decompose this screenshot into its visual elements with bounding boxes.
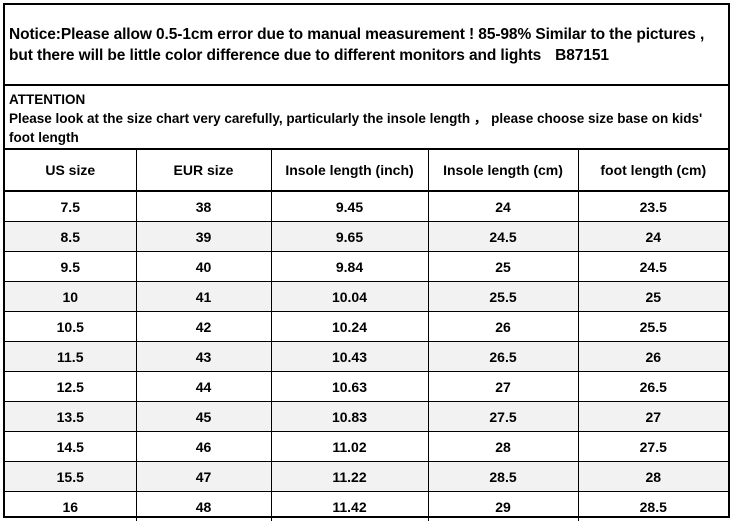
eur-size-cell: 46 — [135, 431, 272, 462]
insole-cm-cell: 28 — [427, 431, 579, 462]
table-row: 14.5 46 11.02 28 27.5 — [5, 431, 728, 462]
table-row: 11.5 43 10.43 26.5 26 — [5, 341, 728, 372]
insole-inch-cell: 9.45 — [270, 190, 429, 222]
insole-inch-cell: 10.24 — [270, 311, 429, 342]
insole-inch-cell: 9.65 — [270, 221, 429, 252]
us-size-cell: 16 — [5, 491, 137, 521]
notice-box: Notice:Please allow 0.5-1cm error due to… — [5, 5, 728, 86]
insole-cm-cell: 24.5 — [427, 221, 579, 252]
header-us-size: US size — [5, 150, 137, 192]
eur-size-cell: 39 — [135, 221, 272, 252]
eur-size-cell: 38 — [135, 190, 272, 222]
us-size-cell: 10.5 — [5, 311, 137, 342]
foot-cm-cell: 27 — [577, 401, 728, 432]
table-row: 12.5 44 10.63 27 26.5 — [5, 371, 728, 402]
insole-inch-cell: 11.42 — [270, 491, 429, 521]
us-size-cell: 12.5 — [5, 371, 137, 402]
insole-inch-cell: 11.02 — [270, 431, 429, 462]
table-row: 10 41 10.04 25.5 25 — [5, 281, 728, 312]
insole-cm-cell: 27 — [427, 371, 579, 402]
table-row: 10.5 42 10.24 26 25.5 — [5, 311, 728, 342]
insole-inch-cell: 10.63 — [270, 371, 429, 402]
eur-size-cell: 44 — [135, 371, 272, 402]
eur-size-cell: 40 — [135, 251, 272, 282]
header-insole-cm: Insole length (cm) — [427, 150, 579, 192]
foot-cm-cell: 26.5 — [577, 371, 728, 402]
foot-cm-cell: 26 — [577, 341, 728, 372]
foot-cm-cell: 25.5 — [577, 311, 728, 342]
insole-cm-cell: 28.5 — [427, 461, 579, 492]
eur-size-cell: 43 — [135, 341, 272, 372]
foot-cm-cell: 23.5 — [577, 190, 728, 222]
size-table: US size EUR size Insole length (inch) In… — [5, 150, 728, 521]
insole-cm-cell: 24 — [427, 190, 579, 222]
us-size-cell: 9.5 — [5, 251, 137, 282]
foot-cm-cell: 24 — [577, 221, 728, 252]
us-size-cell: 10 — [5, 281, 137, 312]
eur-size-cell: 47 — [135, 461, 272, 492]
eur-size-cell: 48 — [135, 491, 272, 521]
insole-cm-cell: 25 — [427, 251, 579, 282]
sku-code: B87151 — [555, 47, 609, 64]
us-size-cell: 8.5 — [5, 221, 137, 252]
us-size-cell: 7.5 — [5, 190, 137, 222]
attention-box: ATTENTION Please look at the size chart … — [5, 86, 728, 150]
us-size-cell: 15.5 — [5, 461, 137, 492]
table-row: 7.5 38 9.45 24 23.5 — [5, 190, 728, 222]
insole-cm-cell: 26 — [427, 311, 579, 342]
table-body: 7.5 38 9.45 24 23.5 8.5 39 9.65 24.5 24 9.5 40 9.84 2… — [5, 190, 728, 521]
notice-text: Notice:Please allow 0.5-1cm error due to… — [9, 26, 705, 64]
insole-inch-cell: 11.22 — [270, 461, 429, 492]
insole-inch-cell: 10.04 — [270, 281, 429, 312]
insole-cm-cell: 26.5 — [427, 341, 579, 372]
eur-size-cell: 42 — [135, 311, 272, 342]
us-size-cell: 11.5 — [5, 341, 137, 372]
foot-cm-cell: 28 — [577, 461, 728, 492]
size-chart: Notice:Please allow 0.5-1cm error due to… — [3, 3, 730, 521]
header-insole-inch: Insole length (inch) — [270, 150, 429, 192]
us-size-cell: 14.5 — [5, 431, 137, 462]
eur-size-cell: 41 — [135, 281, 272, 312]
attention-title: ATTENTION — [9, 92, 86, 107]
insole-cm-cell: 27.5 — [427, 401, 579, 432]
table-row: 9.5 40 9.84 25 24.5 — [5, 251, 728, 282]
table-row: 16 48 11.42 29 28.5 — [5, 491, 728, 521]
header-foot-cm: foot length (cm) — [577, 150, 728, 192]
header-eur-size: EUR size — [135, 150, 272, 192]
insole-inch-cell: 10.83 — [270, 401, 429, 432]
foot-cm-cell: 25 — [577, 281, 728, 312]
attention-text: Please look at the size chart very caref… — [9, 111, 703, 145]
foot-cm-cell: 27.5 — [577, 431, 728, 462]
table-row: 15.5 47 11.22 28.5 28 — [5, 461, 728, 492]
us-size-cell: 13.5 — [5, 401, 137, 432]
foot-cm-cell: 24.5 — [577, 251, 728, 282]
table-row: 8.5 39 9.65 24.5 24 — [5, 221, 728, 252]
table-row: 13.5 45 10.83 27.5 27 — [5, 401, 728, 432]
eur-size-cell: 45 — [135, 401, 272, 432]
insole-inch-cell: 9.84 — [270, 251, 429, 282]
insole-cm-cell: 25.5 — [427, 281, 579, 312]
insole-inch-cell: 10.43 — [270, 341, 429, 372]
foot-cm-cell: 28.5 — [577, 491, 728, 521]
insole-cm-cell: 29 — [427, 491, 579, 521]
table-header-row: US size EUR size Insole length (inch) In… — [5, 150, 728, 192]
